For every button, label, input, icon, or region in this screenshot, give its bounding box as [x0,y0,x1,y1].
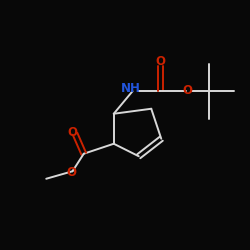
Text: O: O [67,126,77,139]
Text: O: O [155,55,165,68]
Text: O: O [182,84,192,97]
Text: NH: NH [121,82,141,95]
Text: O: O [66,166,76,179]
